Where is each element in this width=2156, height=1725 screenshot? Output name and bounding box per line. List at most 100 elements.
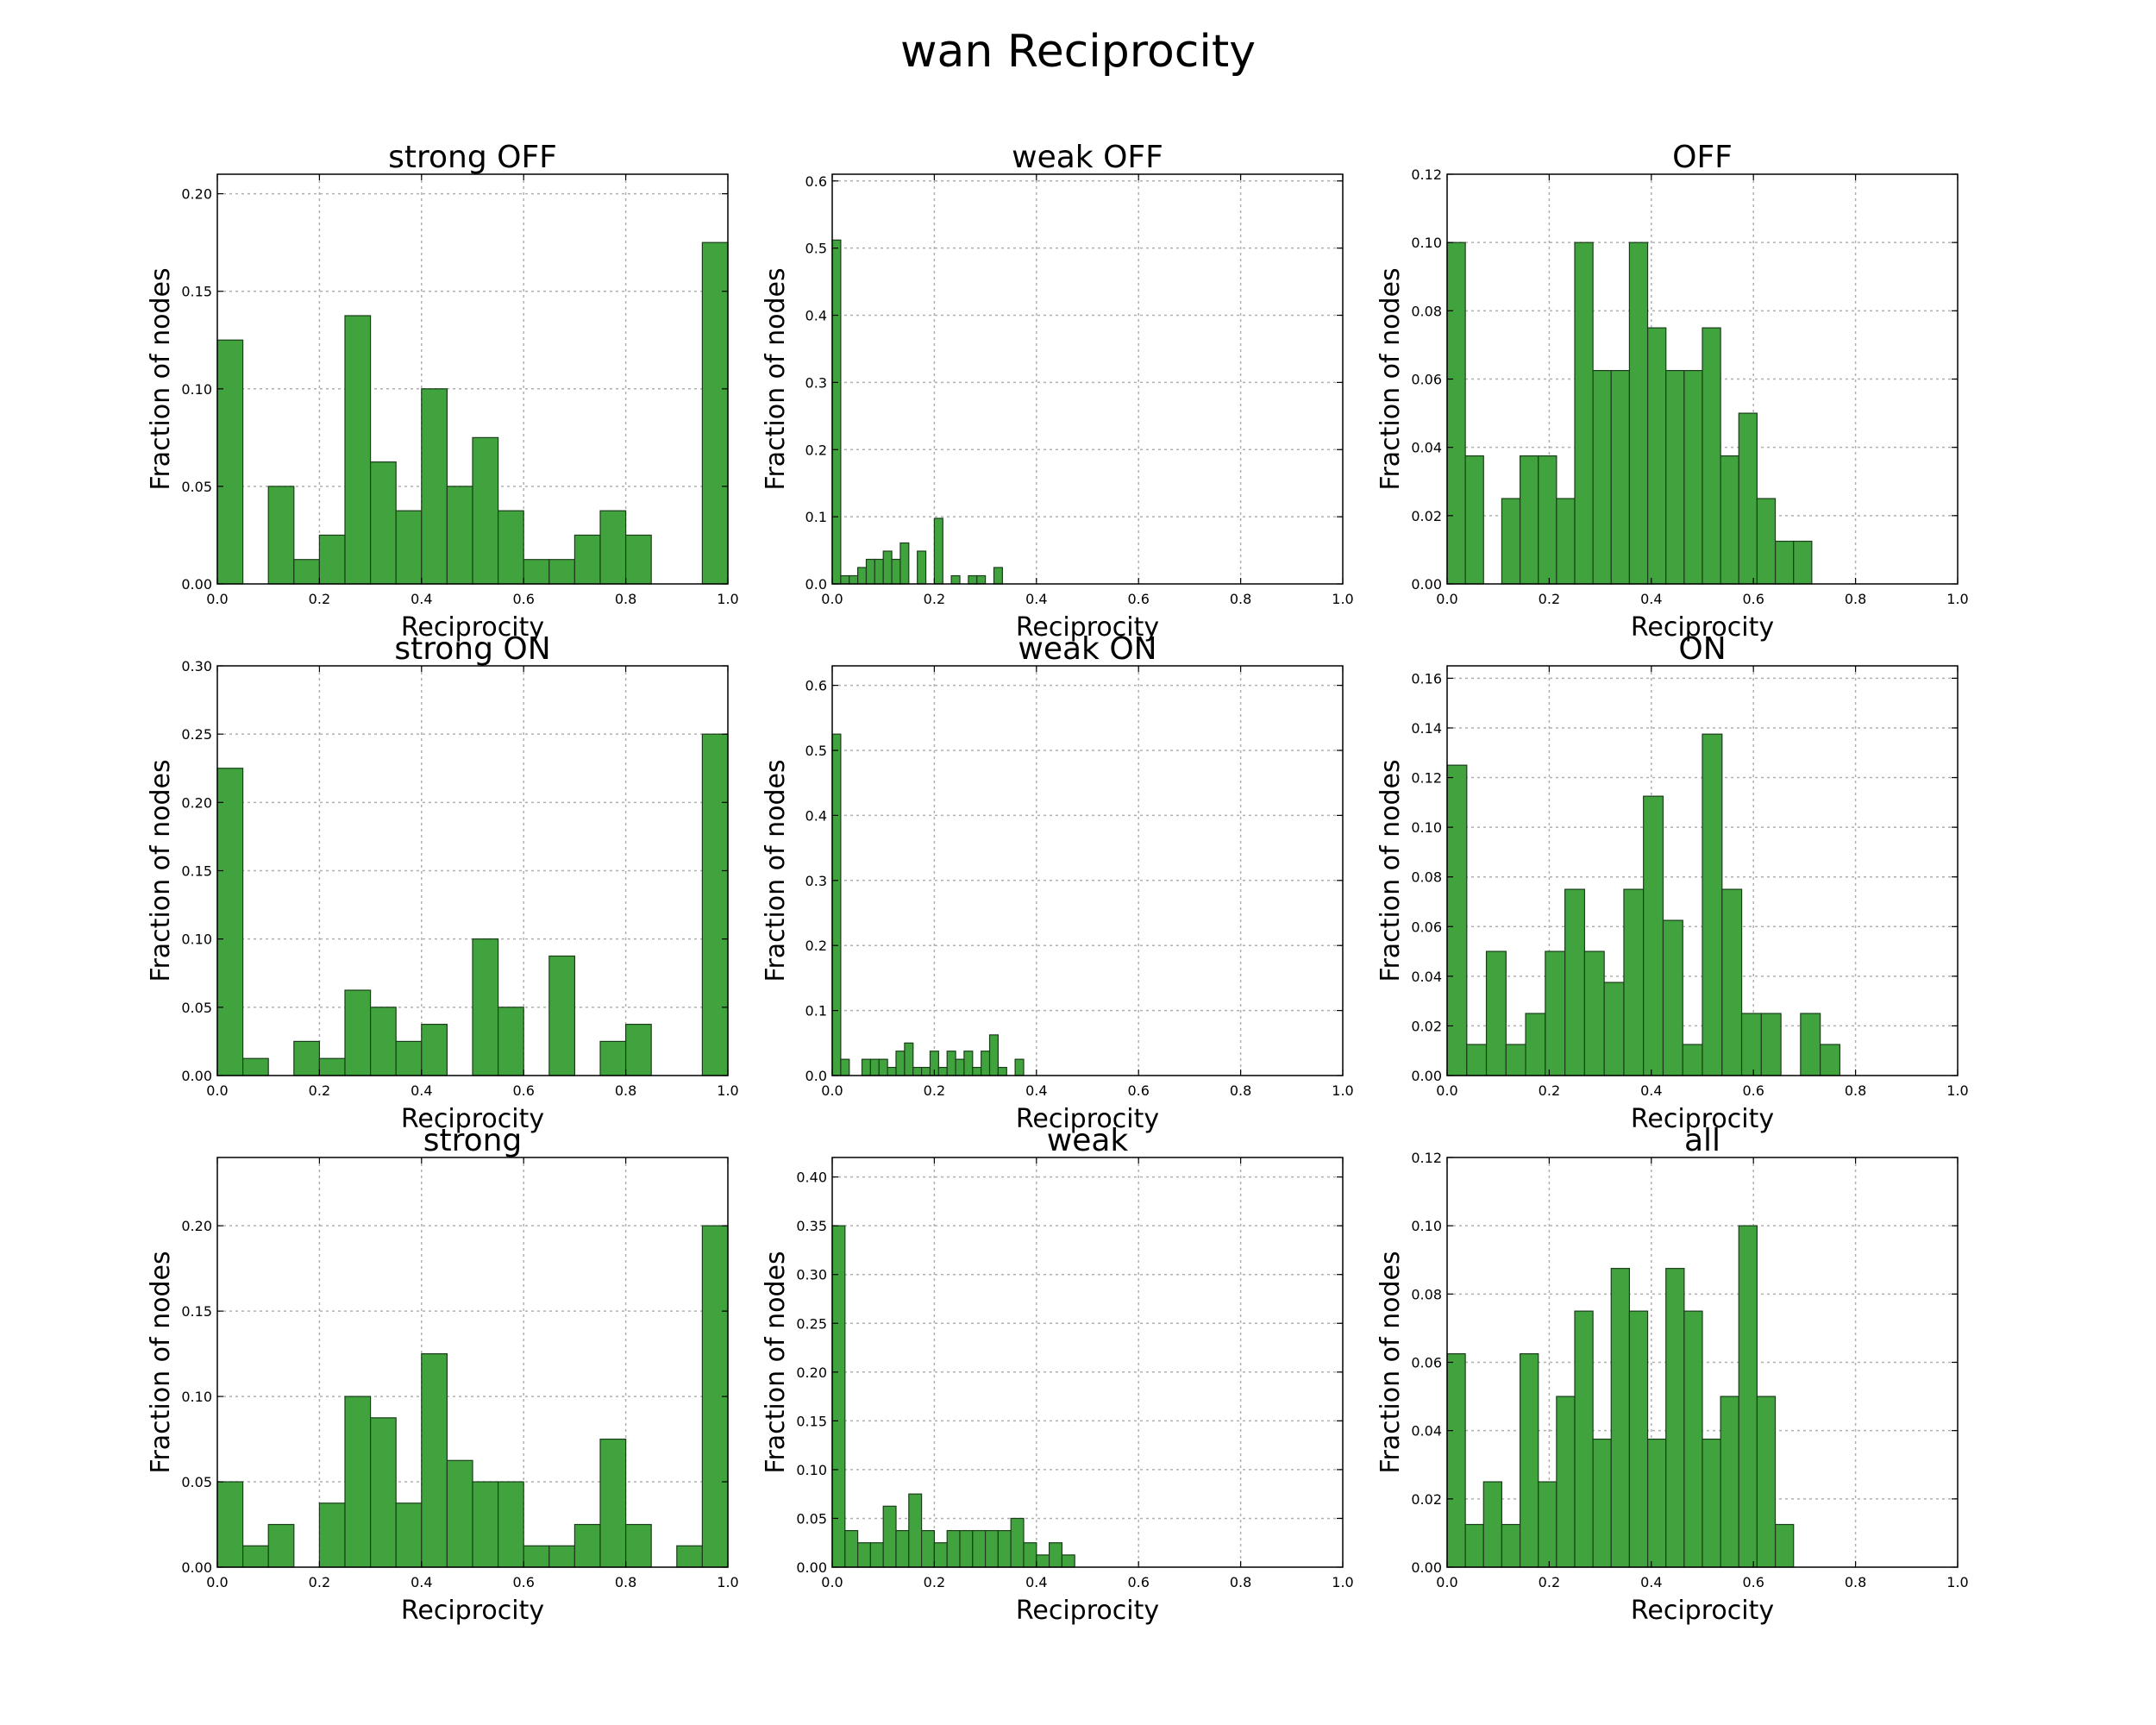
histogram-bar: [216, 1481, 244, 1568]
histogram-bar: [1574, 242, 1594, 585]
histogram-bar: [1501, 498, 1521, 585]
x-tick-label: 0.2: [1539, 1082, 1560, 1099]
x-tick-label: 1.0: [1946, 1082, 1968, 1099]
histogram-bar: [844, 1529, 859, 1568]
histogram-bar: [887, 1066, 897, 1076]
x-tick-label: 0.0: [821, 1082, 843, 1099]
histogram-bar: [599, 1438, 627, 1568]
histogram-bar: [344, 989, 372, 1076]
y-tick-label: 0.15: [181, 1303, 212, 1320]
x-tick-label: 0.8: [1845, 591, 1866, 607]
histogram-bar: [1721, 888, 1743, 1076]
histogram-bar: [959, 1529, 974, 1568]
histogram-bar: [1646, 1438, 1667, 1568]
histogram-bar: [395, 1502, 423, 1568]
x-tick-label: 0.6: [1742, 591, 1764, 607]
histogram-bar: [920, 1066, 931, 1076]
x-tick-label: 0.6: [512, 1574, 534, 1590]
histogram-bar: [573, 1523, 601, 1568]
histogram-bar: [920, 1529, 935, 1568]
x-tick-label: 0.6: [512, 1082, 534, 1099]
y-tick-label: 0.00: [1411, 1559, 1442, 1576]
histogram-bar: [878, 1058, 888, 1076]
x-tick-label: 0.0: [1436, 1082, 1457, 1099]
y-tick-label: 0.02: [1411, 1491, 1442, 1508]
histogram-bar: [497, 1481, 524, 1568]
plot-frame: [831, 173, 1344, 585]
histogram-bar: [701, 733, 729, 1076]
histogram-bar: [446, 1459, 473, 1568]
histogram-bar: [1592, 370, 1612, 585]
x-tick-label: 0.0: [206, 591, 228, 607]
histogram-bar: [981, 1051, 991, 1076]
histogram-bar: [1036, 1554, 1050, 1568]
histogram-bar: [972, 1529, 987, 1568]
histogram-bar: [548, 559, 575, 585]
x-tick-label: 0.6: [1127, 1574, 1149, 1590]
histogram-bar: [1774, 1523, 1795, 1568]
histogram-bar: [1702, 1438, 1721, 1568]
histogram-bar: [933, 1542, 948, 1568]
histogram-bar: [1466, 1044, 1488, 1076]
histogram-bar: [1760, 1013, 1782, 1076]
histogram-bar: [1538, 455, 1557, 585]
y-tick-label: 0.15: [796, 1413, 827, 1429]
plot-frame: [216, 1157, 729, 1568]
x-tick-label: 0.4: [411, 591, 432, 607]
y-tick-label: 0.35: [796, 1218, 827, 1234]
x-tick-label: 0.4: [1025, 1574, 1047, 1590]
x-tick-label: 1.0: [1332, 1082, 1353, 1099]
y-tick-label: 0.1: [805, 1003, 827, 1019]
histogram-bar: [1623, 888, 1645, 1076]
y-tick-label: 0.0: [805, 1068, 827, 1084]
histogram-bar: [831, 239, 842, 585]
histogram-bar: [1643, 795, 1664, 1076]
y-tick-label: 0.12: [1411, 770, 1442, 787]
histogram-bar: [831, 733, 842, 1076]
plot-frame: [216, 173, 729, 585]
histogram-bar: [318, 1502, 346, 1568]
x-tick-label: 1.0: [1946, 591, 1968, 607]
histogram-bar: [472, 938, 499, 1076]
x-tick-label: 0.8: [1230, 1082, 1251, 1099]
histogram-bar: [1665, 370, 1685, 585]
x-tick-label: 1.0: [717, 591, 738, 607]
histogram-bar: [1010, 1517, 1025, 1568]
x-tick-label: 0.0: [821, 1574, 843, 1590]
histogram-bar: [446, 486, 473, 585]
subplot-weak-on: 0.0 0.2 0.4 0.6 0.8 1.0 0.0 0.1 0.2 0.3 0.4 0.5 0.6 w…: [761, 631, 1354, 1134]
x-tick-label: 0.2: [1539, 591, 1560, 607]
y-tick-label: 0.00: [1411, 1068, 1442, 1084]
histogram-bar: [701, 242, 729, 585]
histogram-bar: [908, 1493, 923, 1568]
subplot-title: weak OFF: [1012, 140, 1163, 175]
y-axis-label: Fraction of nodes: [761, 759, 791, 982]
histogram-bar: [421, 1024, 448, 1076]
x-tick-label: 0.2: [309, 591, 330, 607]
y-axis-label: Fraction of nodes: [1376, 759, 1406, 982]
x-tick-label: 1.0: [1946, 1574, 1968, 1590]
x-tick-label: 0.8: [615, 1574, 636, 1590]
histogram-bar: [1702, 327, 1721, 585]
histogram-bar: [904, 1042, 914, 1076]
x-tick-label: 1.0: [1332, 1574, 1353, 1590]
y-tick-label: 0.15: [181, 284, 212, 300]
subplot-weak-off: 0.0 0.2 0.4 0.6 0.8 1.0 0.0 0.1 0.2 0.3 0.4 0.5 0.6 w…: [761, 140, 1354, 643]
histogram-bar: [988, 1034, 999, 1076]
histogram-bar: [1628, 242, 1649, 585]
histogram-bar: [895, 1529, 910, 1568]
histogram-bar: [1603, 982, 1625, 1076]
y-tick-label: 0.00: [796, 1559, 827, 1576]
y-tick-label: 0.16: [1411, 670, 1442, 687]
histogram-bar: [267, 1523, 295, 1568]
y-tick-label: 0.10: [181, 932, 212, 948]
histogram-bar: [1720, 1396, 1739, 1568]
x-tick-label: 0.0: [821, 591, 843, 607]
x-tick-label: 0.0: [206, 1574, 228, 1590]
histogram-bar: [912, 1066, 923, 1076]
histogram-bar: [1048, 1542, 1062, 1568]
y-tick-label: 0.10: [1411, 1218, 1442, 1234]
x-axis-label: Reciprocity: [1631, 612, 1774, 643]
histogram-bar: [849, 574, 859, 585]
subplot-title: strong: [423, 1123, 523, 1158]
